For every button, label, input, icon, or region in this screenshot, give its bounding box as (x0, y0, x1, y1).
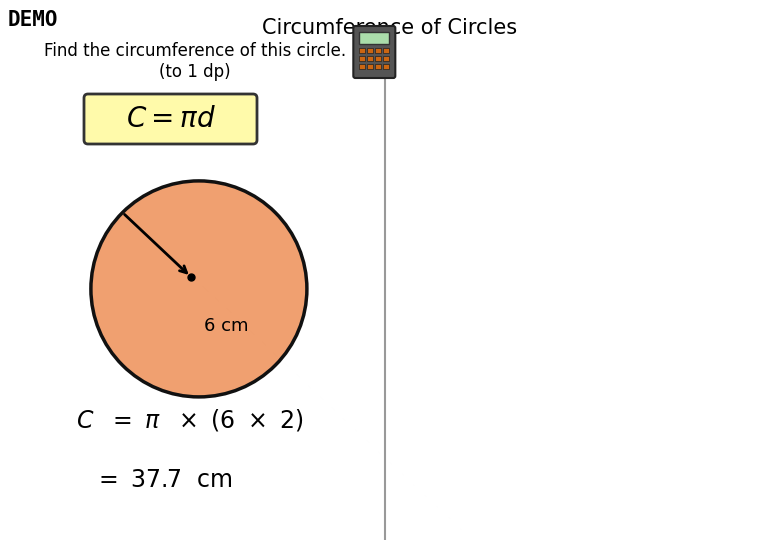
Text: Find the circumference of this circle.: Find the circumference of this circle. (44, 42, 346, 60)
Text: DEMO: DEMO (8, 10, 58, 30)
FancyBboxPatch shape (360, 56, 365, 61)
FancyBboxPatch shape (360, 64, 365, 69)
FancyBboxPatch shape (375, 48, 381, 53)
Text: $C\ \ =\ \pi\ \ \times\ (6\ \times\ 2)$: $C\ \ =\ \pi\ \ \times\ (6\ \times\ 2)$ (76, 407, 304, 433)
Circle shape (91, 181, 307, 397)
Text: Circumference of Circles: Circumference of Circles (262, 18, 518, 38)
FancyBboxPatch shape (360, 32, 389, 44)
FancyBboxPatch shape (383, 64, 389, 69)
FancyBboxPatch shape (360, 48, 365, 53)
Text: $=\ 37.7\ \ \mathrm{cm}$: $=\ 37.7\ \ \mathrm{cm}$ (94, 468, 233, 491)
Text: 6 cm: 6 cm (204, 317, 248, 335)
FancyBboxPatch shape (353, 26, 395, 78)
FancyBboxPatch shape (383, 48, 389, 53)
FancyBboxPatch shape (367, 56, 374, 61)
FancyBboxPatch shape (375, 56, 381, 61)
Text: (to 1 dp): (to 1 dp) (159, 63, 231, 81)
FancyBboxPatch shape (375, 64, 381, 69)
Text: $C = \pi d$: $C = \pi d$ (126, 105, 215, 133)
FancyBboxPatch shape (367, 64, 374, 69)
FancyBboxPatch shape (383, 56, 389, 61)
FancyBboxPatch shape (84, 94, 257, 144)
FancyBboxPatch shape (367, 48, 374, 53)
